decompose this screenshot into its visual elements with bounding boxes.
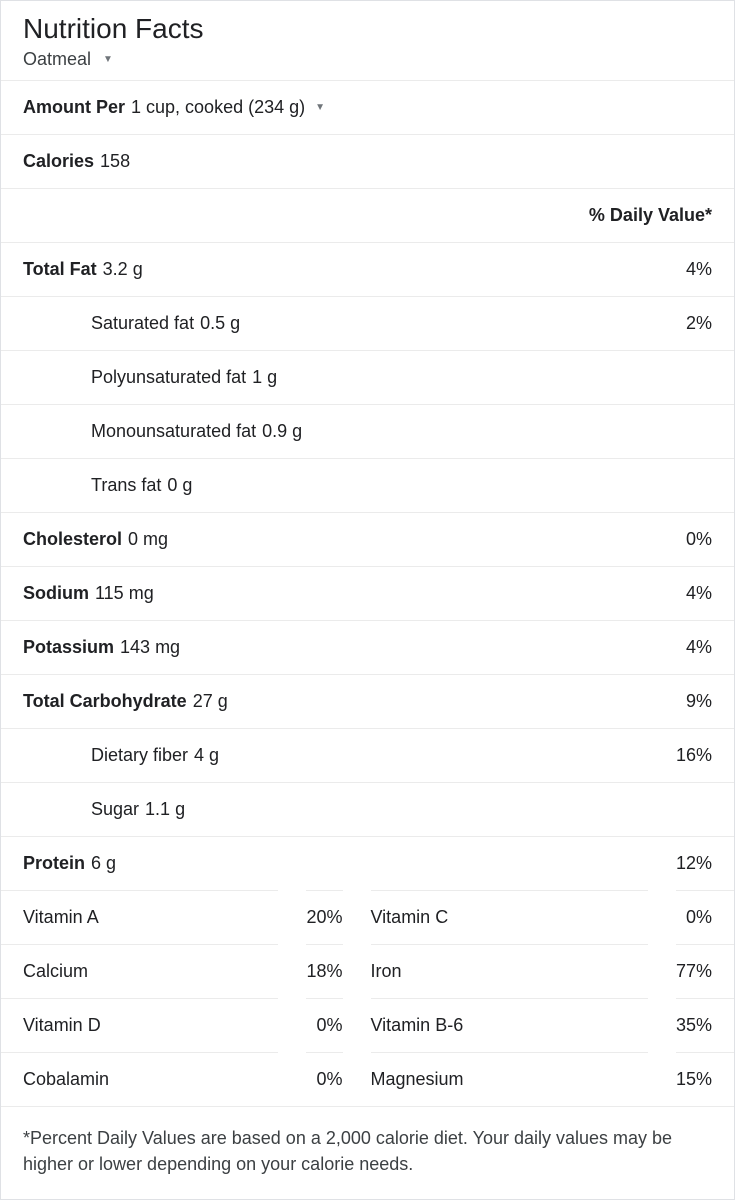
- vitamin-label: Vitamin B-6: [371, 998, 648, 1052]
- vitamin-label: Magnesium: [371, 1052, 648, 1106]
- nutrient-label: Trans fat: [91, 475, 161, 496]
- nutrient-row: Saturated fat 0.5 g 2%: [1, 296, 734, 350]
- nutrient-row: Cholesterol 0 mg 0%: [1, 512, 734, 566]
- serving-label: Amount Per: [23, 97, 125, 118]
- nutrient-label: Potassium: [23, 637, 114, 658]
- vitamin-dv: 0%: [306, 1052, 342, 1106]
- nutrient-label: Total Carbohydrate: [23, 691, 187, 712]
- nutrient-label: Cholesterol: [23, 529, 122, 550]
- nutrient-label: Sodium: [23, 583, 89, 604]
- serving-selector[interactable]: Amount Per 1 cup, cooked (234 g) ▼: [1, 80, 734, 134]
- vitamin-dv: 35%: [676, 998, 734, 1052]
- nutrient-label: Sugar: [91, 799, 139, 820]
- nutrient-row: Dietary fiber 4 g 16%: [1, 728, 734, 782]
- footnote: *Percent Daily Values are based on a 2,0…: [1, 1106, 734, 1199]
- nutrition-facts-card: Nutrition Facts Oatmeal ▼ Amount Per 1 c…: [0, 0, 735, 1200]
- nutrient-label: Monounsaturated fat: [91, 421, 256, 442]
- calories-row: Calories 158: [1, 134, 734, 188]
- nutrient-label: Protein: [23, 853, 85, 874]
- nutrient-dv: 12%: [676, 853, 712, 874]
- nutrient-row: Trans fat 0 g: [1, 458, 734, 512]
- vitamin-label: Calcium: [1, 944, 278, 998]
- nutrient-row: Sodium 115 mg 4%: [1, 566, 734, 620]
- nutrient-dv: 9%: [686, 691, 712, 712]
- nutrient-dv: 16%: [676, 745, 712, 766]
- nutrient-value: 27 g: [193, 691, 228, 712]
- nutrient-row: Sugar 1.1 g: [1, 782, 734, 836]
- vitamin-dv: 0%: [676, 890, 734, 944]
- nutrient-value: 0 mg: [128, 529, 168, 550]
- chevron-down-icon: ▼: [315, 102, 325, 113]
- nutrient-value: 3.2 g: [103, 259, 143, 280]
- nutrient-value: 1.1 g: [145, 799, 185, 820]
- vitamin-label: Iron: [371, 944, 648, 998]
- nutrient-row: Total Carbohydrate 27 g 9%: [1, 674, 734, 728]
- nutrient-row: Monounsaturated fat 0.9 g: [1, 404, 734, 458]
- chevron-down-icon: ▼: [103, 54, 113, 65]
- nutrient-label: Dietary fiber: [91, 745, 188, 766]
- vitamin-grid: Vitamin A 20% Vitamin C 0% Calcium 18% Iron 77%…: [1, 890, 734, 1106]
- nutrient-row: Total Fat 3.2 g 4%: [1, 242, 734, 296]
- vitamin-dv: 0%: [306, 998, 342, 1052]
- nutrient-value: 0.9 g: [262, 421, 302, 442]
- nutrient-dv: 4%: [686, 637, 712, 658]
- nutrient-value: 0.5 g: [200, 313, 240, 334]
- card-header: Nutrition Facts Oatmeal ▼: [1, 1, 734, 80]
- nutrient-row: Potassium 143 mg 4%: [1, 620, 734, 674]
- nutrient-row: Polyunsaturated fat 1 g: [1, 350, 734, 404]
- vitamin-label: Vitamin C: [371, 890, 648, 944]
- food-name: Oatmeal: [23, 49, 91, 70]
- daily-value-header: % Daily Value*: [1, 188, 734, 242]
- calories-label: Calories: [23, 151, 94, 172]
- vitamin-dv: 77%: [676, 944, 734, 998]
- nutrient-value: 143 mg: [120, 637, 180, 658]
- nutrient-value: 1 g: [252, 367, 277, 388]
- nutrient-value: 0 g: [167, 475, 192, 496]
- nutrient-label: Total Fat: [23, 259, 97, 280]
- nutrient-dv: 2%: [686, 313, 712, 334]
- food-selector[interactable]: Oatmeal ▼: [23, 49, 113, 70]
- card-title: Nutrition Facts: [23, 13, 712, 45]
- nutrient-value: 115 mg: [95, 583, 154, 604]
- vitamin-dv: 18%: [306, 944, 342, 998]
- nutrient-dv: 4%: [686, 259, 712, 280]
- vitamin-label: Cobalamin: [1, 1052, 278, 1106]
- calories-value: 158: [100, 151, 130, 172]
- nutrient-value: 6 g: [91, 853, 116, 874]
- nutrient-dv: 0%: [686, 529, 712, 550]
- vitamin-label: Vitamin D: [1, 998, 278, 1052]
- vitamin-dv: 20%: [306, 890, 342, 944]
- serving-value: 1 cup, cooked (234 g): [131, 97, 305, 118]
- nutrient-row: Protein 6 g 12%: [1, 836, 734, 890]
- nutrient-label: Polyunsaturated fat: [91, 367, 246, 388]
- vitamin-dv: 15%: [676, 1052, 734, 1106]
- dv-header-text: % Daily Value*: [589, 205, 712, 226]
- nutrient-label: Saturated fat: [91, 313, 194, 334]
- nutrient-list: Total Fat 3.2 g 4% Saturated fat 0.5 g 2% Po…: [1, 242, 734, 890]
- nutrient-dv: 4%: [686, 583, 712, 604]
- nutrient-value: 4 g: [194, 745, 219, 766]
- vitamin-label: Vitamin A: [1, 890, 278, 944]
